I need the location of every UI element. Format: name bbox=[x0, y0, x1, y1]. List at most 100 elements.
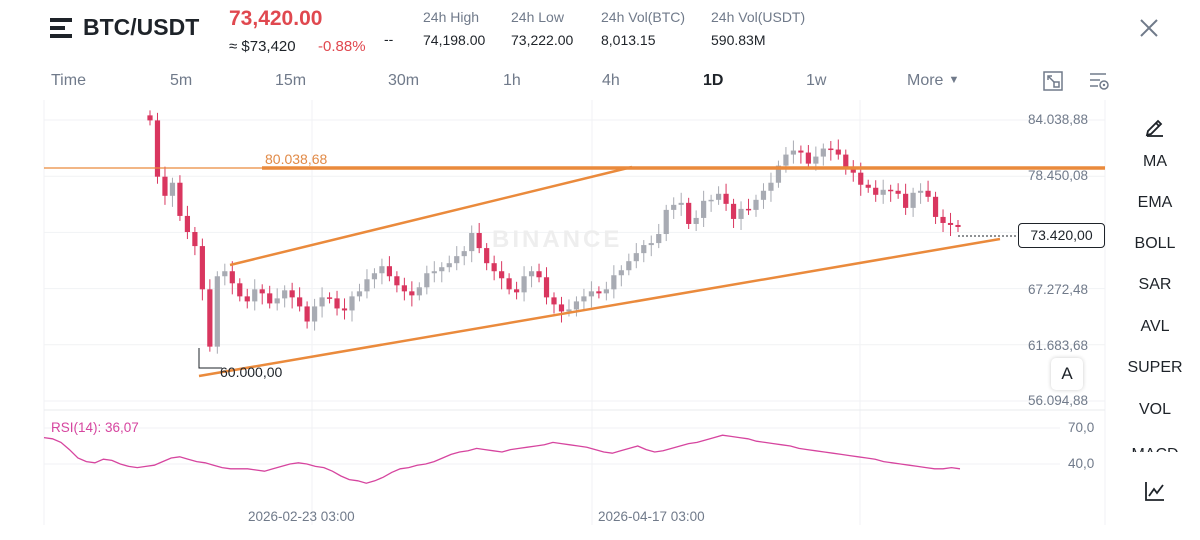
candle-body bbox=[469, 233, 475, 252]
price-change-percent: -0.88% bbox=[318, 38, 366, 55]
placeholder-dash: -- bbox=[384, 31, 394, 47]
candle-body bbox=[274, 298, 280, 304]
indicator-super[interactable]: SUPER bbox=[1127, 359, 1183, 376]
tab-time[interactable]: Time bbox=[51, 72, 86, 89]
candle-body bbox=[184, 215, 191, 233]
price-axis-label: 67.272,48 bbox=[1028, 282, 1089, 297]
candle-body bbox=[940, 216, 946, 223]
candle-body bbox=[439, 267, 445, 272]
candle-body bbox=[311, 306, 318, 322]
indicator-macd[interactable]: MACD bbox=[1110, 442, 1200, 452]
candle-body bbox=[895, 190, 901, 194]
tab-1w[interactable]: 1w bbox=[806, 72, 827, 89]
candle-body bbox=[401, 285, 407, 292]
candle-body bbox=[244, 296, 250, 302]
pair-title[interactable]: BTC/USDT bbox=[83, 14, 200, 40]
candle-body bbox=[656, 234, 662, 244]
candle-body bbox=[701, 200, 707, 218]
tab-4h[interactable]: 4h bbox=[602, 72, 620, 89]
candle-body bbox=[671, 204, 677, 210]
candle-body bbox=[626, 261, 632, 271]
channel-upper-line bbox=[229, 165, 633, 267]
candle-body bbox=[633, 253, 639, 262]
indicator-vol[interactable]: VOL bbox=[1138, 401, 1171, 418]
indicator-ma[interactable]: MA bbox=[1143, 153, 1167, 170]
candle-body bbox=[798, 150, 804, 153]
candlestick-series bbox=[147, 110, 961, 354]
indicator-avl[interactable]: AVL bbox=[1140, 318, 1170, 335]
candle-body bbox=[252, 289, 258, 302]
tab-1h[interactable]: 1h bbox=[503, 72, 521, 89]
candle-body bbox=[424, 273, 430, 288]
chart-settings-icon[interactable] bbox=[1088, 70, 1110, 92]
candle-body bbox=[416, 287, 422, 296]
candle-body bbox=[828, 148, 834, 151]
tab-more[interactable]: More ▼ bbox=[907, 72, 959, 90]
candle-body bbox=[783, 154, 789, 166]
line-chart-icon[interactable] bbox=[1144, 480, 1166, 502]
rsi-line bbox=[43, 434, 961, 484]
stat-24h-high: 24h High 74,198.00 bbox=[423, 9, 485, 48]
stat-label: 24h Low bbox=[511, 9, 564, 25]
candle-body bbox=[364, 279, 370, 292]
pencil-icon[interactable] bbox=[1144, 115, 1166, 137]
indicator-sar[interactable]: SAR bbox=[1138, 276, 1172, 293]
tab-1d[interactable]: 1D bbox=[703, 72, 724, 89]
candle-body bbox=[663, 209, 669, 235]
candle-body bbox=[678, 202, 684, 205]
candle-body bbox=[723, 193, 729, 204]
candle-body bbox=[873, 187, 879, 195]
tab-15m[interactable]: 15m bbox=[275, 72, 307, 89]
candle-body bbox=[955, 224, 961, 227]
candle-body bbox=[588, 291, 595, 297]
rsi-level-label: 40,0 bbox=[1068, 456, 1095, 471]
candle-body bbox=[925, 190, 931, 197]
stat-value: 8,013.15 bbox=[601, 32, 656, 48]
candle-body bbox=[536, 271, 542, 278]
candle-body bbox=[446, 263, 452, 268]
candle-body bbox=[551, 297, 557, 305]
candle-body bbox=[858, 172, 864, 185]
candle-body bbox=[805, 152, 811, 164]
fullscreen-icon[interactable] bbox=[1042, 70, 1064, 92]
candle-body bbox=[297, 297, 303, 307]
candle-body bbox=[715, 193, 722, 200]
low-marker bbox=[198, 348, 222, 369]
candle-body bbox=[843, 154, 849, 168]
candle-body bbox=[222, 271, 228, 277]
candle-body bbox=[237, 283, 243, 297]
candle-body bbox=[304, 306, 310, 322]
candle-body bbox=[888, 189, 894, 192]
candle-body bbox=[207, 289, 213, 347]
price-axis-label: 56.094,88 bbox=[1028, 393, 1089, 408]
candle-body bbox=[566, 309, 572, 312]
tab-5m[interactable]: 5m bbox=[170, 72, 193, 89]
candle-body bbox=[775, 165, 782, 183]
candle-body bbox=[686, 202, 692, 224]
candle-body bbox=[259, 289, 265, 294]
tab-30m[interactable]: 30m bbox=[388, 72, 420, 89]
candle-body bbox=[641, 245, 647, 254]
stat-value: 74,198.00 bbox=[423, 32, 486, 48]
candle-body bbox=[581, 296, 587, 302]
candle-body bbox=[835, 149, 841, 155]
candle-body bbox=[199, 246, 205, 290]
candle-body bbox=[162, 176, 168, 196]
indicator-ema[interactable]: EMA bbox=[1137, 194, 1173, 211]
candle-body bbox=[214, 276, 220, 347]
candle-body bbox=[461, 251, 467, 257]
auto-scale-button[interactable]: A bbox=[1051, 358, 1083, 390]
menu-icon[interactable] bbox=[50, 17, 72, 39]
candle-body bbox=[319, 297, 325, 307]
close-icon[interactable] bbox=[1137, 16, 1161, 40]
indicator-boll[interactable]: BOLL bbox=[1134, 235, 1176, 252]
candle-body bbox=[267, 293, 273, 304]
candle-body bbox=[521, 276, 527, 293]
candle-body bbox=[192, 232, 198, 247]
candle-body bbox=[917, 190, 924, 193]
stat-label: 24h Vol(BTC) bbox=[601, 9, 686, 25]
candle-body bbox=[648, 243, 654, 246]
price-chart[interactable] bbox=[0, 0, 1110, 540]
timeframe-tabs: Time 5m 15m 30m 1h 4h 1D 1w More ▼ bbox=[0, 68, 1110, 96]
candle-body bbox=[341, 308, 348, 311]
